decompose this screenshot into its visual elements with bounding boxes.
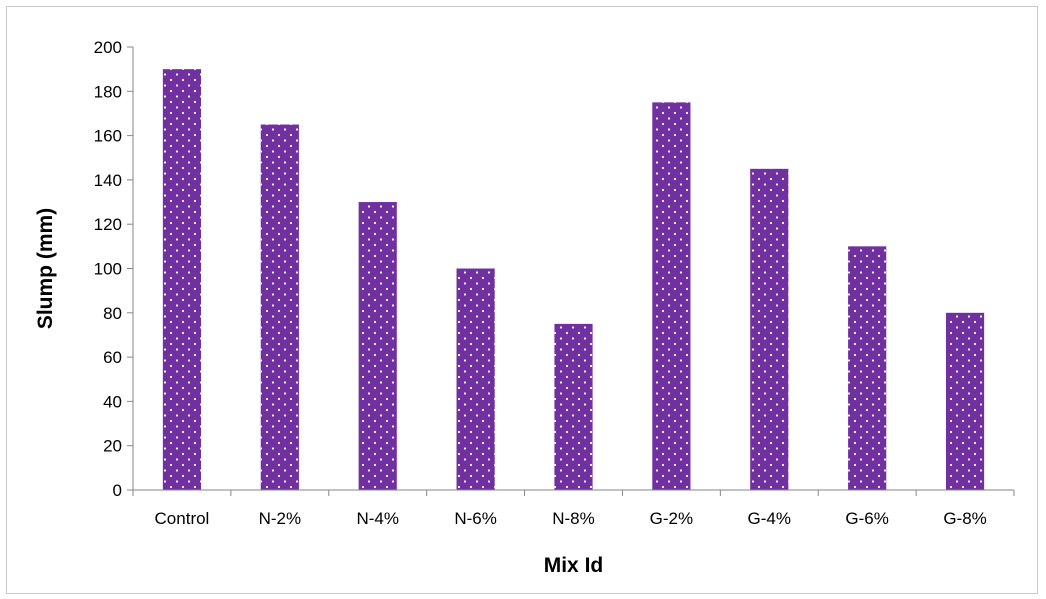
x-tick-label: G-4% bbox=[748, 509, 791, 528]
y-tick-label: 180 bbox=[94, 82, 122, 101]
bar-n-8 bbox=[554, 323, 593, 490]
y-tick-label: 160 bbox=[94, 127, 122, 146]
y-tick-label: 20 bbox=[103, 437, 122, 456]
bar-n-6 bbox=[456, 268, 495, 490]
bar-pattern bbox=[554, 323, 593, 490]
x-tick-label: N-4% bbox=[356, 509, 399, 528]
bar-n-2 bbox=[260, 124, 299, 491]
x-tick-label: N-2% bbox=[259, 509, 302, 528]
x-tick-label: Control bbox=[155, 509, 210, 528]
bar-n-4 bbox=[358, 202, 397, 491]
y-tick-label: 60 bbox=[103, 348, 122, 367]
y-axis-ticks: 0 20 40 60 80 100 120 140 160 180 200 bbox=[94, 38, 133, 500]
x-tick-label: G-2% bbox=[650, 509, 693, 528]
y-axis-title: Slump (mm) bbox=[34, 208, 57, 329]
bar-pattern bbox=[848, 246, 887, 490]
bar-g-6 bbox=[848, 246, 887, 490]
y-tick-label: 140 bbox=[94, 171, 122, 190]
x-axis-title: Mix Id bbox=[544, 554, 604, 577]
y-tick-label: 200 bbox=[94, 38, 122, 57]
bar-g-2 bbox=[652, 102, 691, 490]
x-tick-label: G-8% bbox=[943, 509, 986, 528]
y-tick-label: 120 bbox=[94, 215, 122, 234]
y-tick-label: 100 bbox=[94, 260, 122, 279]
x-tick-label: N-6% bbox=[454, 509, 497, 528]
x-tick-label: N-8% bbox=[552, 509, 595, 528]
bars bbox=[162, 69, 985, 491]
bar-pattern bbox=[945, 312, 985, 490]
bar-pattern bbox=[652, 102, 691, 490]
bar-g-4 bbox=[750, 168, 789, 490]
bar-pattern bbox=[358, 202, 397, 491]
bar-pattern bbox=[456, 268, 495, 490]
x-tick-label: G-6% bbox=[845, 509, 888, 528]
bar-g-8 bbox=[945, 312, 985, 490]
bar-pattern bbox=[162, 69, 202, 491]
y-tick-label: 40 bbox=[103, 392, 122, 411]
x-axis-ticks: Control N-2% N-4% N-6% N-8% G-2% G-4% G-6% G-8% bbox=[132, 490, 1015, 528]
bar-pattern bbox=[750, 168, 789, 490]
bar-pattern bbox=[260, 124, 299, 491]
y-tick-label: 0 bbox=[113, 481, 122, 500]
bar-control bbox=[162, 69, 202, 491]
y-tick-label: 80 bbox=[103, 304, 122, 323]
